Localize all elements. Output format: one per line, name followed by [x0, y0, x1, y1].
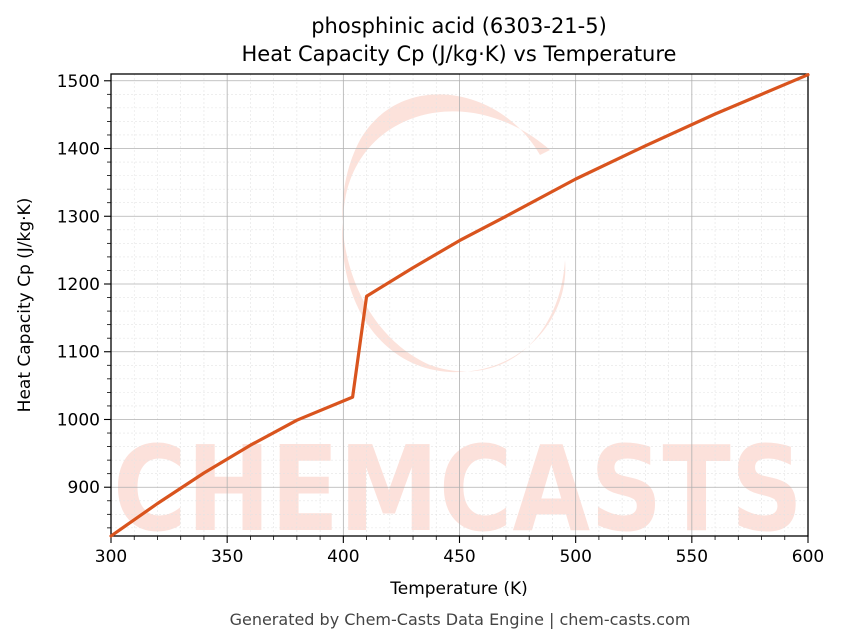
axis-tick-labels: 300 350 400 450 500 550 600 900 1000 1100 1200 1300…	[57, 72, 824, 567]
y-tick-label: 900	[68, 478, 100, 498]
chart-subtitle: Heat Capacity Cp (J/kg·K) vs Temperature	[242, 42, 677, 66]
watermark-swirl	[342, 94, 566, 373]
x-tick-label: 600	[792, 547, 824, 567]
x-tick-label: 300	[95, 547, 127, 567]
series-line	[109, 73, 810, 538]
x-tick-label: 500	[559, 547, 591, 567]
y-tick-label: 1000	[57, 410, 100, 430]
x-tick-label: 550	[676, 547, 708, 567]
watermark: CHEMCASTS	[113, 94, 803, 558]
x-tick-label: 350	[211, 547, 243, 567]
y-tick-label: 1100	[57, 343, 100, 363]
watermark-text: CHEMCASTS	[113, 420, 803, 558]
chart-title: phosphinic acid (6303-21-5)	[311, 14, 607, 38]
x-tick-label: 450	[443, 547, 475, 567]
y-tick-label: 1300	[57, 207, 100, 227]
footer-credit: Generated by Chem-Casts Data Engine | ch…	[230, 610, 691, 629]
y-axis-label: Heat Capacity Cp (J/kg·K)	[15, 198, 35, 413]
x-tick-label: 400	[327, 547, 359, 567]
y-tick-label: 1500	[57, 72, 100, 92]
y-tick-label: 1400	[57, 140, 100, 160]
x-axis-label: Temperature (K)	[389, 579, 528, 599]
y-tick-label: 1200	[57, 275, 100, 295]
